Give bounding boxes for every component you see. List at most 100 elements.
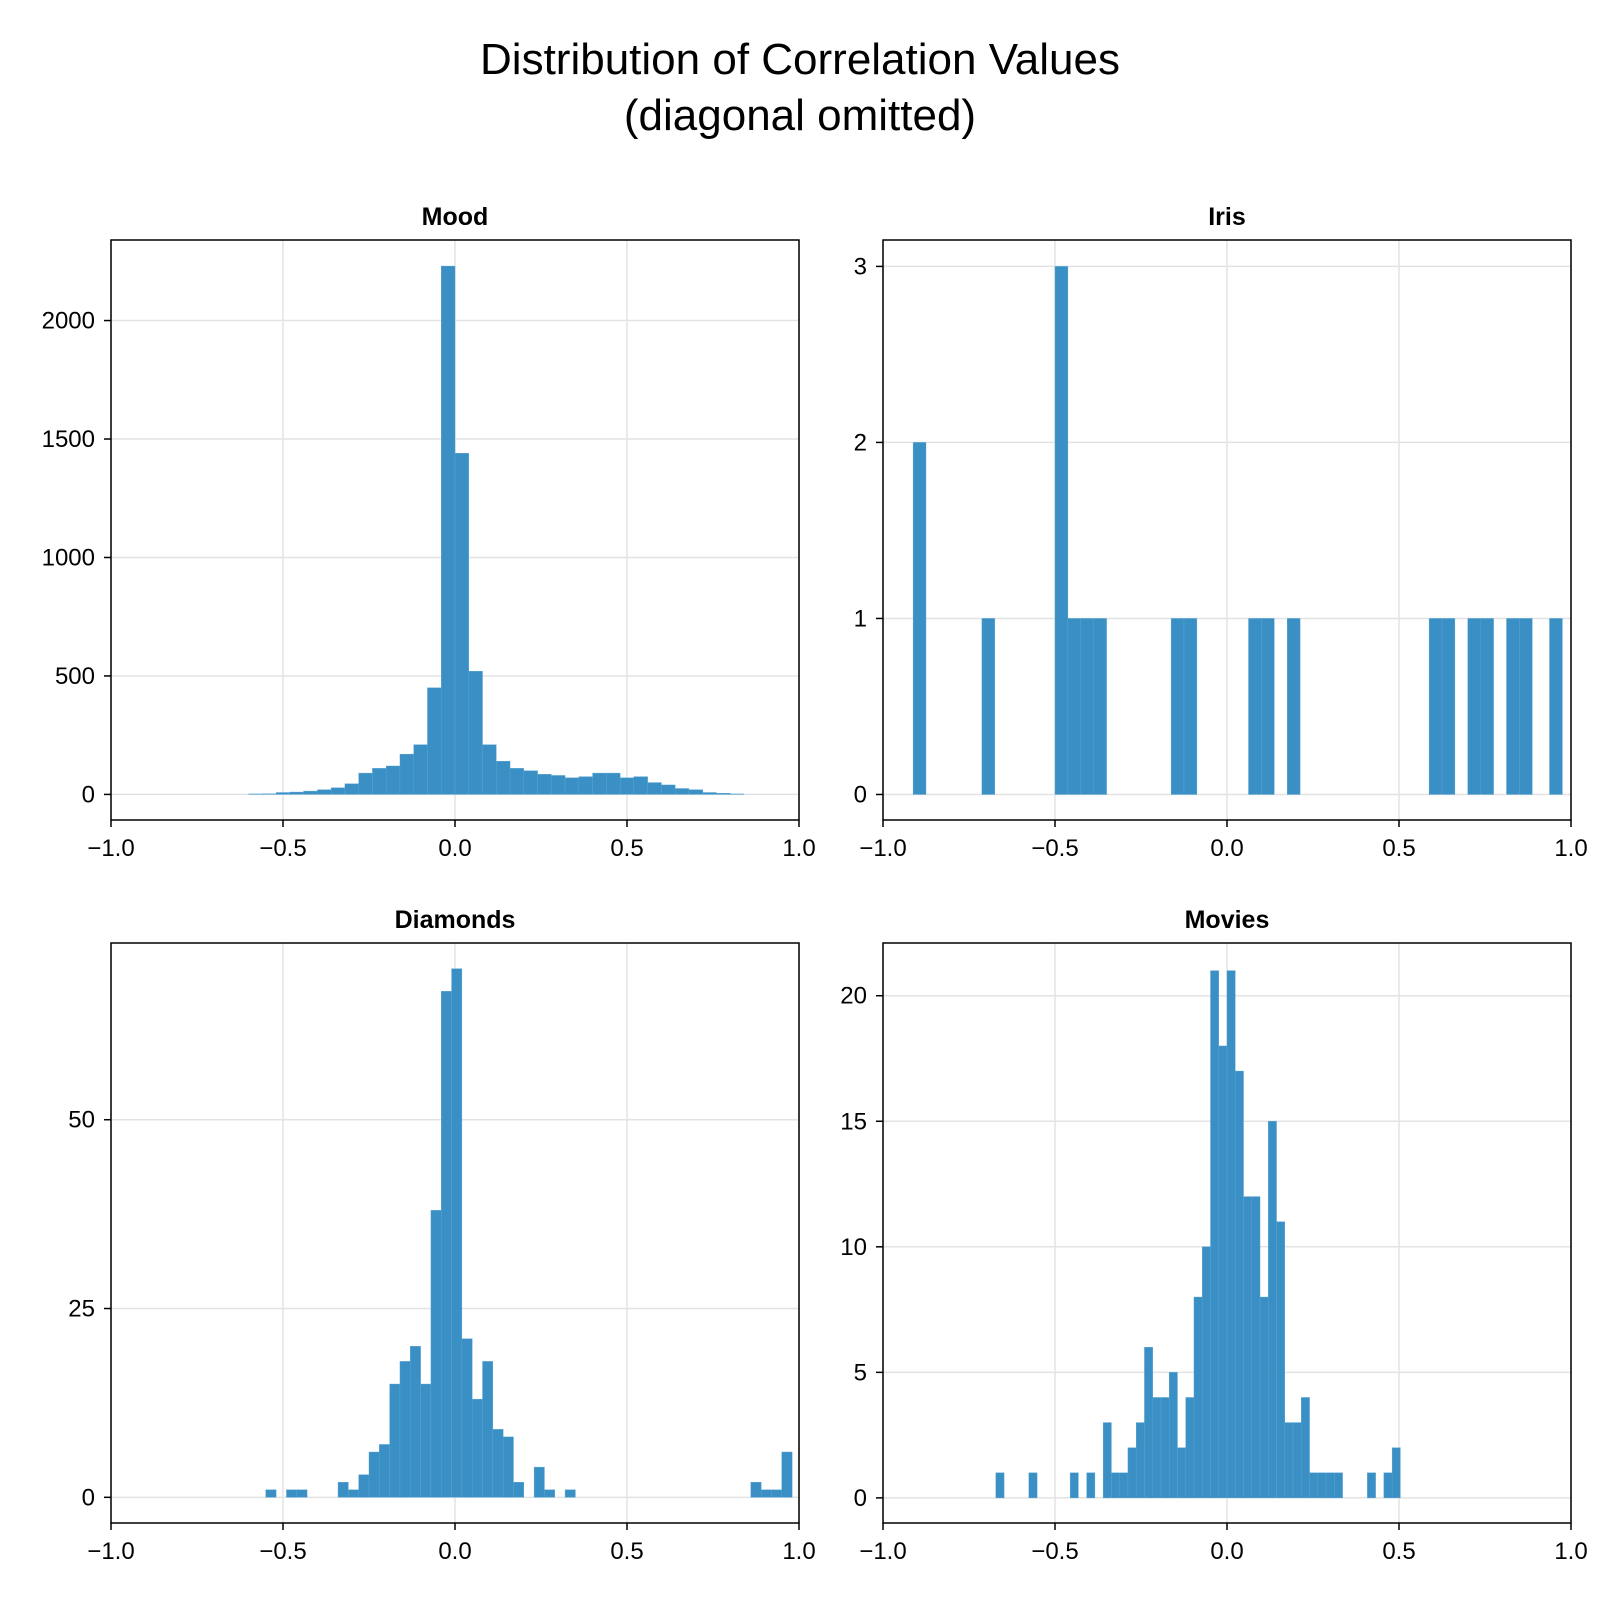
histogram-bar xyxy=(430,1210,442,1498)
x-tick-label: 0.5 xyxy=(610,835,643,862)
histogram-bar xyxy=(702,792,717,795)
histogram-bar xyxy=(995,1472,1005,1499)
panel-title-mood: Mood xyxy=(422,203,489,231)
histogram-bar xyxy=(1549,618,1563,795)
y-tick-label: 25 xyxy=(68,1296,95,1323)
y-tick-label: 20 xyxy=(840,983,867,1010)
panel-title-diamonds: Diamonds xyxy=(395,906,516,934)
histogram-bar xyxy=(578,776,593,795)
histogram-bar xyxy=(750,1482,762,1498)
histogram-bar xyxy=(1309,1472,1319,1499)
histogram-bar xyxy=(496,761,511,795)
x-tick-label: 0.5 xyxy=(610,1538,643,1565)
y-tick-label: 2 xyxy=(854,429,867,456)
histogram-bar xyxy=(674,788,690,795)
histogram-bar xyxy=(1169,1372,1178,1499)
histogram-bar xyxy=(647,782,662,795)
x-tick-label: −0.5 xyxy=(1031,1538,1078,1565)
histogram-bar xyxy=(1183,618,1198,795)
histogram-bar xyxy=(1226,970,1236,1499)
histogram-bar xyxy=(420,1383,432,1498)
histogram-bar xyxy=(410,1346,421,1498)
histogram-bar xyxy=(337,1482,349,1498)
figure-title: Distribution of Correlation Values (diag… xyxy=(0,32,1600,144)
histogram-bar xyxy=(454,453,469,795)
x-tick-label: 0.0 xyxy=(438,1538,471,1565)
histogram-bar xyxy=(358,1474,370,1498)
histogram-bar xyxy=(289,791,304,795)
y-tick-label: 0 xyxy=(854,781,867,808)
histogram-bar xyxy=(1119,1472,1129,1499)
histogram-bar xyxy=(1292,1422,1302,1499)
x-tick-label: 1.0 xyxy=(1554,835,1587,862)
histogram-bar xyxy=(427,687,442,795)
histogram-bar xyxy=(1480,618,1494,795)
x-tick-label: 1.0 xyxy=(782,1538,815,1565)
histogram-bar xyxy=(399,1361,411,1498)
figure-title-line1: Distribution of Correlation Values xyxy=(480,35,1120,84)
histogram-bar xyxy=(1102,1422,1112,1499)
histogram-bar xyxy=(1202,1246,1211,1499)
y-tick-label: 10 xyxy=(840,1234,867,1261)
y-tick-label: 3 xyxy=(854,253,867,280)
histogram-bar xyxy=(1367,1472,1376,1499)
panel-iris: −1.0 −0.5 0.0 0.5 1.0 0 1 2 3 Iris xyxy=(854,203,1588,862)
y-tick-label: 0 xyxy=(82,781,95,808)
histogram-bar xyxy=(502,1436,514,1498)
histogram-bar xyxy=(303,790,318,795)
histogram-bar xyxy=(482,1361,494,1498)
histogram-bar xyxy=(1127,1447,1137,1499)
histogram-bar xyxy=(1135,1422,1145,1499)
histogram-bar xyxy=(688,789,703,795)
histogram-bar xyxy=(1268,1121,1277,1499)
panel-diamonds: −1.0 −0.5 0.0 0.5 1.0 0 25 50 Diamonds xyxy=(68,906,815,1565)
histogram-bar xyxy=(544,1489,555,1498)
histogram-bar xyxy=(1248,618,1262,795)
histogram-bar xyxy=(592,772,607,795)
y-tick-label: 1500 xyxy=(42,426,95,453)
histogram-bar xyxy=(1428,618,1443,795)
histogram-bar xyxy=(1383,1472,1393,1499)
histogram-bar xyxy=(760,1489,772,1498)
histogram-bar xyxy=(368,1451,380,1498)
figure-title-line2: (diagonal omitted) xyxy=(623,91,977,140)
histogram-bar xyxy=(1152,1397,1162,1499)
histogram-bar xyxy=(1441,618,1456,795)
histogram-bar xyxy=(1028,1472,1038,1499)
x-tick-label: 0.0 xyxy=(1210,835,1243,862)
histogram-bar xyxy=(912,442,927,795)
x-tick-label: −1.0 xyxy=(87,835,134,862)
x-tick-label: −0.5 xyxy=(259,835,306,862)
histogram-bar xyxy=(296,1489,308,1498)
x-tick-label: 1.0 xyxy=(1554,1538,1587,1565)
histogram-bar xyxy=(513,1482,524,1498)
histogram-bar xyxy=(606,772,621,795)
histogram-bar xyxy=(537,774,552,795)
histogram-bar xyxy=(716,793,731,795)
histogram-bar xyxy=(1251,1196,1261,1499)
histogram-bar xyxy=(461,1338,473,1498)
histogram-bar xyxy=(981,618,996,795)
histogram-bar xyxy=(1519,618,1533,795)
histogram-bar xyxy=(1111,1472,1120,1499)
histogram-bar xyxy=(1301,1397,1310,1499)
histogram-bar xyxy=(1185,1397,1195,1499)
panel-mood: −1.0 −0.5 0.0 0.5 1.0 0 500 1000 1500 2000 Mood xyxy=(42,203,816,862)
histogram-bar xyxy=(265,1489,277,1498)
histogram-bar xyxy=(1259,1296,1269,1499)
panel-title-iris: Iris xyxy=(1208,203,1246,231)
histogram-bar xyxy=(1317,1472,1327,1499)
x-tick-label: 0.5 xyxy=(1382,835,1415,862)
histogram-bar xyxy=(358,772,373,795)
histogram-bar xyxy=(1243,1196,1252,1499)
y-tick-label: 5 xyxy=(854,1359,867,1386)
x-tick-label: 1.0 xyxy=(782,835,815,862)
histogram-bar xyxy=(1334,1472,1343,1499)
x-tick-label: 0.0 xyxy=(438,835,471,862)
histogram-bar xyxy=(389,1383,401,1498)
panel-movies: −1.0 −0.5 0.0 0.5 1.0 0 5 10 15 20 Movies xyxy=(840,906,1587,1565)
y-tick-label: 1 xyxy=(854,605,867,632)
histogram-bar xyxy=(1177,1447,1186,1499)
histogram-bar xyxy=(1210,970,1219,1499)
histogram-bar xyxy=(1235,1070,1244,1499)
